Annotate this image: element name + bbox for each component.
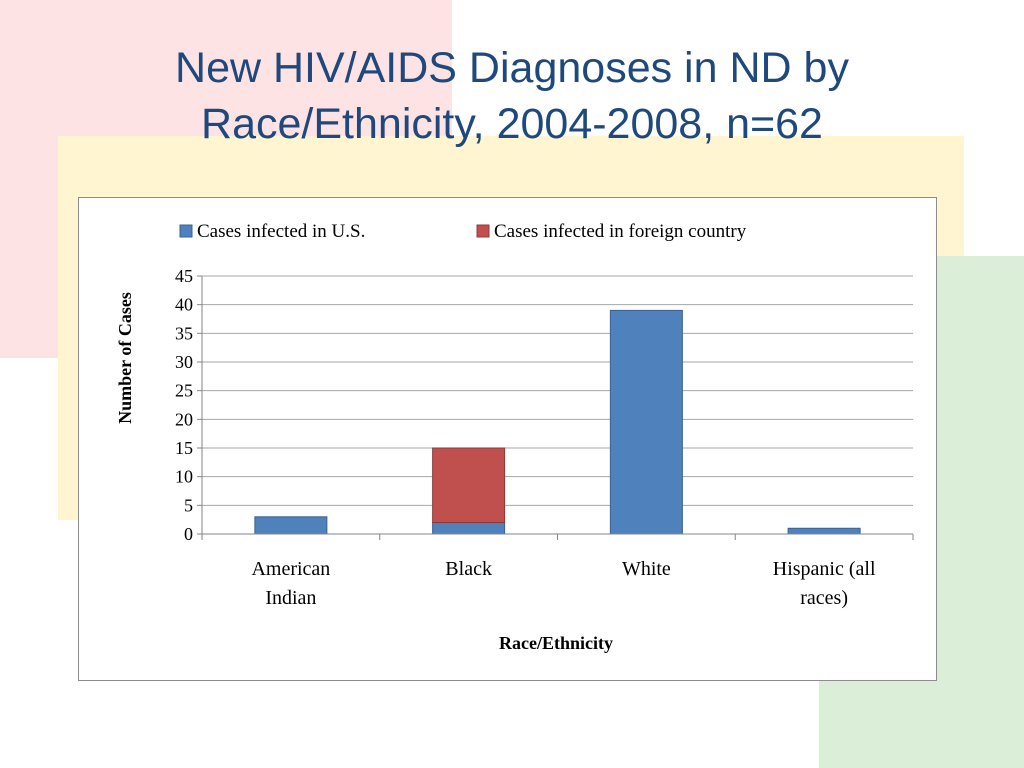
legend-swatch-us: [179, 224, 193, 238]
x-category-label: races): [800, 587, 848, 609]
legend-label-foreign: Cases infected in foreign country: [494, 221, 747, 242]
legend-swatch-foreign: [476, 224, 490, 238]
y-tick-label: 20: [175, 409, 193, 429]
chart-legend: Cases infected in U.S. Cases infected in …: [179, 221, 747, 242]
title-line-2: Race/Ethnicity, 2004-2008, n=62: [201, 100, 823, 148]
chart-gridlines: [202, 275, 913, 506]
chart-bars: [254, 309, 861, 535]
bar-us: [609, 309, 683, 535]
y-tick-label: 15: [175, 438, 193, 458]
legend-label-us: Cases infected in U.S.: [197, 221, 365, 242]
y-tick-label: 10: [175, 467, 193, 487]
title-line-1: New HIV/AIDS Diagnoses in ND by: [175, 44, 849, 92]
chart-container: Cases infected in U.S. Cases infected in …: [78, 197, 937, 681]
x-category-label: Hispanic (all: [773, 558, 876, 580]
y-tick-label: 40: [175, 295, 193, 315]
bar-us: [787, 527, 861, 535]
y-tick-label: 0: [184, 524, 193, 544]
bar-us: [254, 516, 328, 535]
x-category-label: White: [622, 558, 671, 580]
y-axis-label: Number of Cases: [115, 292, 135, 424]
slide-title: New HIV/AIDS Diagnoses in ND by Race/Eth…: [0, 40, 1024, 152]
x-category-label: Indian: [265, 587, 316, 609]
x-axis: American Indian Black White Hispanic (all rac…: [201, 533, 914, 609]
stacked-bar-chart: Cases infected in U.S. Cases infected in …: [115, 221, 914, 653]
y-tick-label: 45: [175, 266, 193, 286]
bar-foreign: [432, 447, 506, 524]
y-tick-label: 25: [175, 381, 193, 401]
y-tick-label: 5: [184, 495, 193, 515]
bar-us: [432, 522, 506, 535]
x-category-label: American: [251, 558, 330, 580]
x-axis-label: Race/Ethnicity: [499, 633, 613, 653]
y-tick-label: 30: [175, 352, 193, 372]
y-tick-label: 35: [175, 323, 193, 343]
x-category-label: Black: [445, 558, 492, 580]
y-axis: 0 5 10 15 20 25 30 35 40 45: [175, 266, 203, 544]
